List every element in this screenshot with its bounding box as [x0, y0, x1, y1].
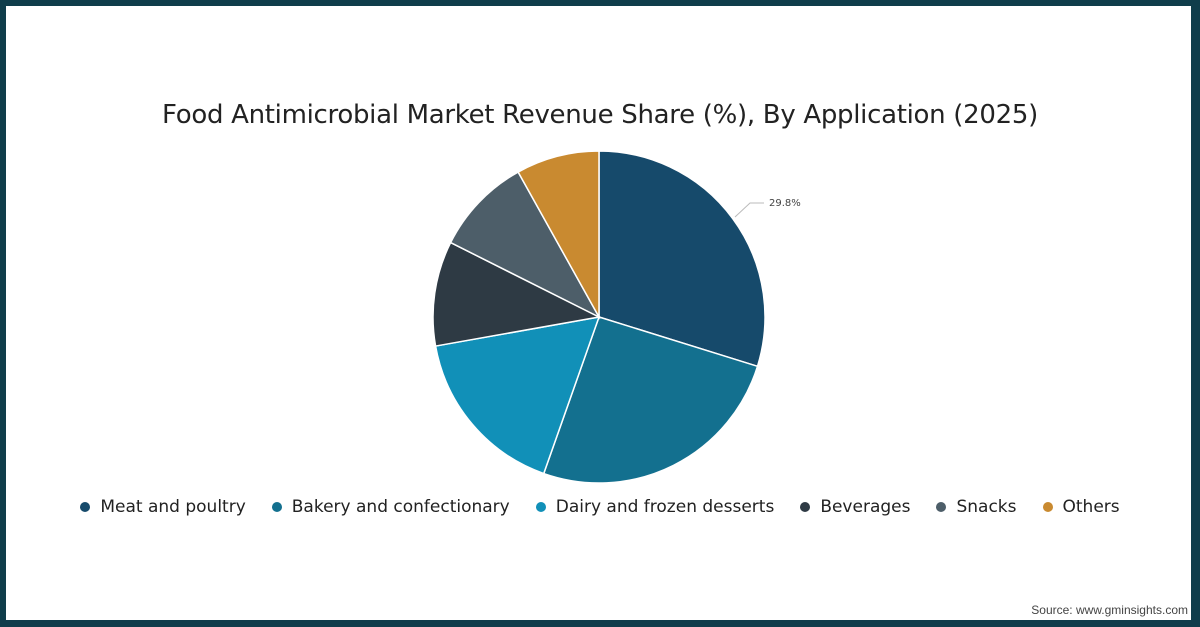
legend-marker-icon [800, 502, 811, 512]
pie-slice-dairy-and-frozen-desserts[interactable] [434, 316, 601, 475]
legend-label: Others [1062, 497, 1120, 517]
legend-label: Beverages [820, 497, 911, 517]
legend-label: Snacks [956, 497, 1017, 517]
legend-item-beverages[interactable]: Beverages [800, 497, 910, 517]
legend-marker-icon [936, 502, 947, 512]
pie-slice-snacks[interactable] [449, 171, 601, 319]
data-label-leader-line [734, 202, 764, 218]
legend-marker-icon [1042, 502, 1053, 512]
legend-item-snacks[interactable]: Snacks [936, 497, 1017, 517]
legend-item-bakery-and-confectionary[interactable]: Bakery and confectionary [271, 497, 510, 517]
pie-slice-others[interactable] [517, 150, 600, 320]
legend-marker-icon [535, 502, 546, 512]
pie-slice-beverages[interactable] [432, 241, 602, 347]
legend-label: Dairy and frozen desserts [555, 497, 775, 517]
data-label-meat-and-poultry: 29.8% [769, 198, 801, 209]
chart-title: Food Antimicrobial Market Revenue Share … [162, 100, 1038, 130]
legend-marker-icon [80, 502, 91, 512]
legend-item-others[interactable]: Others [1042, 497, 1120, 517]
source-credit: Source: www.gminsights.com [1031, 603, 1188, 617]
pie-slice-bakery-and-confectionary[interactable] [542, 316, 759, 484]
legend-label: Meat and poultry [100, 497, 246, 517]
legend-item-meat-and-poultry[interactable]: Meat and poultry [80, 497, 246, 517]
pie-slice-meat-and-poultry[interactable] [598, 150, 766, 368]
chart-legend: Meat and poultry Bakery and confectionar… [0, 497, 1200, 517]
legend-label: Bakery and confectionary [291, 497, 510, 517]
legend-item-dairy-and-frozen-desserts[interactable]: Dairy and frozen desserts [535, 497, 775, 517]
legend-marker-icon [271, 502, 282, 512]
